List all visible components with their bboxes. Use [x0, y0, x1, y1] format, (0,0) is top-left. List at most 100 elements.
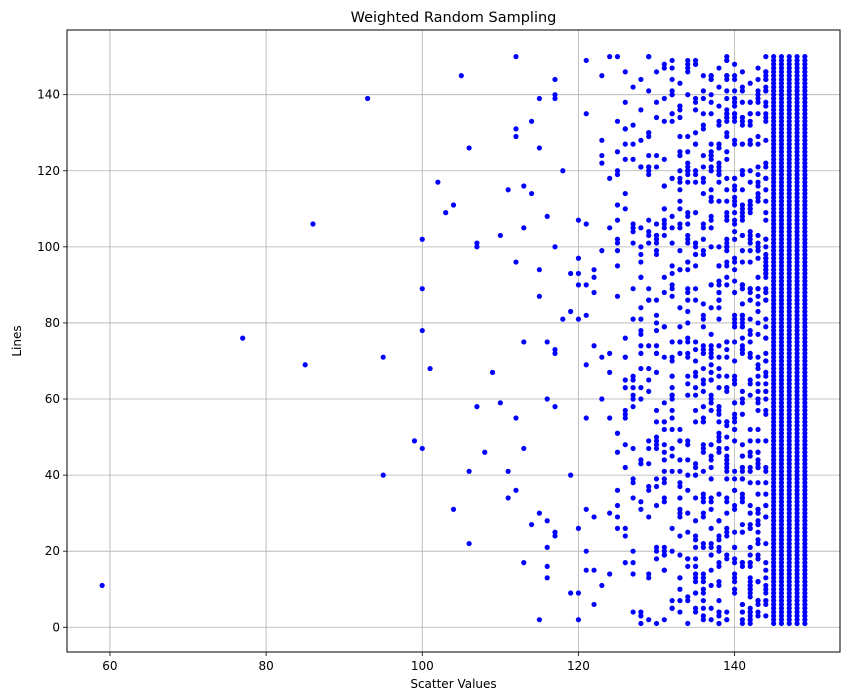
data-point [786, 305, 792, 311]
data-point [802, 76, 808, 83]
data-point [755, 255, 761, 261]
data-point [630, 548, 636, 554]
data-point [708, 544, 714, 550]
data-point [755, 556, 761, 562]
data-point [731, 438, 738, 444]
data-point [411, 438, 418, 444]
data-point [778, 156, 785, 162]
data-point [716, 282, 722, 288]
data-point [778, 506, 785, 512]
data-point [778, 613, 785, 619]
data-point [731, 419, 738, 425]
data-point [778, 133, 785, 140]
data-point [794, 126, 800, 132]
data-point [802, 442, 808, 448]
data-point [731, 114, 738, 121]
data-point [739, 118, 745, 124]
data-point [786, 327, 792, 334]
data-point [583, 506, 589, 512]
data-point [786, 506, 792, 512]
data-point [747, 617, 753, 623]
data-point [771, 613, 777, 619]
data-point [794, 274, 800, 280]
data-point [521, 225, 527, 231]
data-point [724, 236, 730, 242]
data-point [771, 236, 777, 242]
data-point [724, 464, 730, 471]
data-point [802, 118, 808, 124]
data-point [661, 544, 667, 550]
data-point [786, 453, 792, 459]
data-point [521, 559, 527, 566]
data-point [739, 99, 745, 105]
data-point [513, 487, 519, 493]
data-point [700, 468, 706, 474]
data-point [755, 396, 761, 402]
data-point [802, 426, 808, 433]
y-tick-label: 60 [45, 392, 60, 406]
data-point [685, 563, 691, 570]
data-point [646, 286, 652, 292]
data-point [677, 324, 683, 330]
data-point [755, 240, 761, 246]
data-point [786, 476, 792, 482]
data-point [763, 582, 769, 589]
data-point [794, 305, 800, 311]
data-point [794, 183, 800, 189]
data-point [700, 301, 706, 307]
data-point [771, 84, 777, 90]
data-point [786, 240, 792, 246]
data-point [240, 335, 246, 341]
data-point [716, 65, 722, 71]
data-point [739, 464, 745, 471]
data-point [778, 183, 785, 189]
data-point [802, 381, 808, 387]
data-point [536, 95, 542, 102]
data-point [786, 179, 792, 185]
data-point [802, 377, 808, 383]
data-point [786, 617, 792, 623]
data-point [794, 426, 800, 433]
data-point [708, 343, 714, 349]
data-point [794, 80, 800, 86]
data-point [802, 365, 808, 372]
data-point [755, 190, 761, 197]
data-point [692, 263, 699, 269]
data-point [700, 617, 706, 623]
data-point [794, 590, 800, 596]
data-point [786, 598, 792, 604]
data-point [739, 282, 745, 288]
data-point [731, 415, 738, 421]
data-point [778, 301, 785, 307]
data-point [755, 540, 761, 547]
data-point [685, 171, 691, 178]
data-point [708, 476, 714, 482]
data-point [716, 537, 722, 543]
data-point [669, 111, 675, 117]
data-point [786, 510, 792, 516]
data-point [786, 88, 792, 94]
data-point [739, 346, 745, 353]
data-point [771, 533, 777, 539]
data-point [771, 464, 777, 471]
data-point [669, 76, 675, 83]
data-point [708, 73, 714, 79]
data-point [778, 487, 785, 493]
data-point [802, 487, 808, 493]
data-point [677, 149, 683, 155]
data-point [786, 324, 792, 330]
data-point [685, 57, 691, 64]
data-point [763, 324, 769, 330]
data-point [786, 122, 792, 128]
data-point [731, 76, 738, 83]
data-point [786, 605, 792, 611]
data-point [771, 130, 777, 136]
data-point [755, 286, 761, 292]
data-point [685, 232, 691, 239]
data-point [771, 76, 777, 83]
data-point [802, 438, 808, 444]
data-point [747, 377, 753, 383]
data-point [802, 609, 808, 615]
data-point [731, 259, 738, 265]
